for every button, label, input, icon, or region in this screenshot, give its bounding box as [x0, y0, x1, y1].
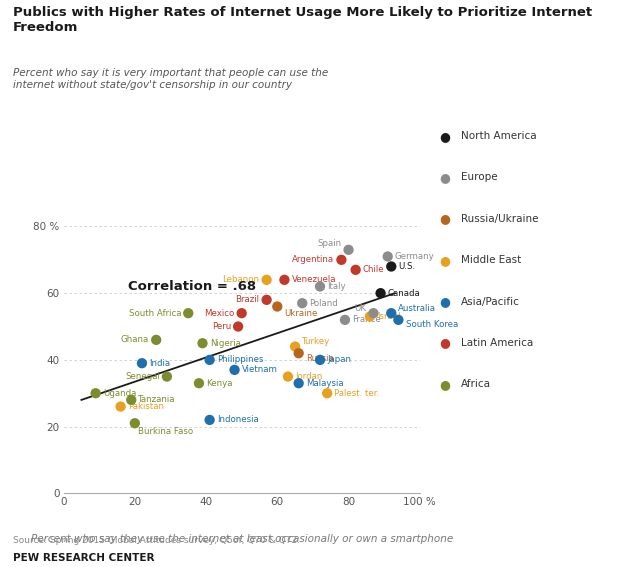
Point	[233, 322, 243, 331]
Text: Germany: Germany	[395, 252, 434, 261]
Point	[261, 276, 272, 285]
Point	[297, 299, 307, 308]
Text: Israel: Israel	[377, 312, 401, 321]
Text: Indonesia: Indonesia	[217, 416, 258, 425]
Point	[294, 379, 304, 388]
Text: ●: ●	[439, 254, 450, 266]
Point	[261, 295, 272, 304]
Text: Philippines: Philippines	[217, 356, 263, 365]
Text: Correlation = .68: Correlation = .68	[128, 280, 256, 293]
Point	[322, 389, 332, 398]
Text: Ukraine: Ukraine	[284, 308, 318, 318]
Text: Publics with Higher Rates of Internet Usage More Likely to Prioritize Internet
F: Publics with Higher Rates of Internet Us…	[13, 6, 592, 33]
Text: Tanzania: Tanzania	[139, 395, 176, 404]
Text: ●: ●	[439, 213, 450, 225]
Point	[386, 262, 396, 271]
Point	[272, 302, 282, 311]
Text: Senegal: Senegal	[125, 372, 160, 381]
Text: PEW RESEARCH CENTER: PEW RESEARCH CENTER	[13, 553, 154, 563]
Text: Burkina Faso: Burkina Faso	[139, 427, 193, 436]
Text: India: India	[149, 359, 170, 368]
Point	[130, 418, 140, 428]
Text: Percent who say it is very important that people can use the
internet without st: Percent who say it is very important tha…	[13, 68, 328, 90]
Point	[386, 308, 396, 318]
Point	[383, 252, 393, 261]
Point	[183, 308, 193, 318]
Point	[350, 265, 361, 274]
Text: Brazil: Brazil	[235, 295, 259, 304]
Text: Percent who say they use the internet at least occasionally or own a smartphone: Percent who say they use the internet at…	[31, 534, 453, 544]
Point	[368, 308, 378, 318]
Text: Spain: Spain	[317, 239, 342, 248]
Point	[162, 372, 172, 381]
Point	[205, 356, 215, 365]
Text: ●: ●	[439, 337, 450, 349]
Text: Jordan: Jordan	[295, 372, 322, 381]
Text: Japan: Japan	[327, 356, 351, 365]
Text: Canada: Canada	[388, 289, 420, 298]
Point	[393, 315, 403, 324]
Text: Vietnam: Vietnam	[242, 365, 277, 374]
Text: Europe: Europe	[461, 172, 498, 183]
Text: ●: ●	[439, 130, 450, 142]
Point	[375, 289, 385, 298]
Point	[116, 402, 126, 411]
Text: Pakistan: Pakistan	[128, 402, 163, 411]
Point	[340, 315, 350, 324]
Text: Italy: Italy	[327, 282, 346, 291]
Text: Asia/Pacific: Asia/Pacific	[461, 297, 520, 307]
Point	[237, 308, 247, 318]
Point	[315, 356, 325, 365]
Point	[294, 349, 304, 358]
Text: Turkey: Turkey	[302, 337, 331, 346]
Text: Latin America: Latin America	[461, 338, 534, 348]
Point	[283, 372, 293, 381]
Text: ●: ●	[439, 378, 450, 391]
Text: North America: North America	[461, 131, 537, 141]
Text: Nigeria: Nigeria	[210, 338, 240, 348]
Text: Australia: Australia	[398, 304, 436, 312]
Text: South Korea: South Korea	[406, 320, 458, 329]
Point	[365, 312, 375, 321]
Point	[279, 276, 289, 285]
Text: Uganda: Uganda	[103, 389, 136, 397]
Point	[205, 416, 215, 425]
Text: France: France	[352, 315, 381, 324]
Text: Middle East: Middle East	[461, 255, 522, 265]
Text: Kenya: Kenya	[206, 379, 233, 388]
Text: Russia/Ukraine: Russia/Ukraine	[461, 214, 539, 224]
Text: U.S.: U.S.	[398, 262, 415, 271]
Point	[230, 365, 240, 374]
Text: Russia: Russia	[306, 354, 333, 363]
Text: Poland: Poland	[309, 299, 338, 308]
Text: Chile: Chile	[363, 265, 384, 274]
Text: South Africa: South Africa	[128, 308, 181, 318]
Text: Venezuela: Venezuela	[291, 276, 336, 284]
Point	[290, 342, 300, 351]
Point	[137, 359, 147, 368]
Point	[90, 389, 100, 398]
Text: Source: Spring 2015 Global Attitudes survey, Q56f, Q70 & Q72.: Source: Spring 2015 Global Attitudes sur…	[13, 536, 300, 545]
Point	[336, 255, 347, 264]
Text: ●: ●	[439, 171, 450, 184]
Text: Argentina: Argentina	[292, 255, 335, 264]
Point	[343, 246, 354, 255]
Text: UK: UK	[354, 304, 366, 312]
Text: Mexico: Mexico	[204, 308, 235, 318]
Text: Ghana: Ghana	[121, 335, 149, 344]
Text: Malaysia: Malaysia	[306, 379, 343, 388]
Point	[126, 395, 136, 404]
Text: Peru: Peru	[212, 322, 231, 331]
Point	[315, 282, 325, 291]
Point	[151, 335, 162, 344]
Text: Palest. ter.: Palest. ter.	[335, 389, 380, 397]
Point	[197, 338, 207, 348]
Text: Africa: Africa	[461, 379, 491, 390]
Text: Lebanon: Lebanon	[223, 276, 259, 284]
Point	[194, 379, 204, 388]
Text: ●: ●	[439, 295, 450, 308]
